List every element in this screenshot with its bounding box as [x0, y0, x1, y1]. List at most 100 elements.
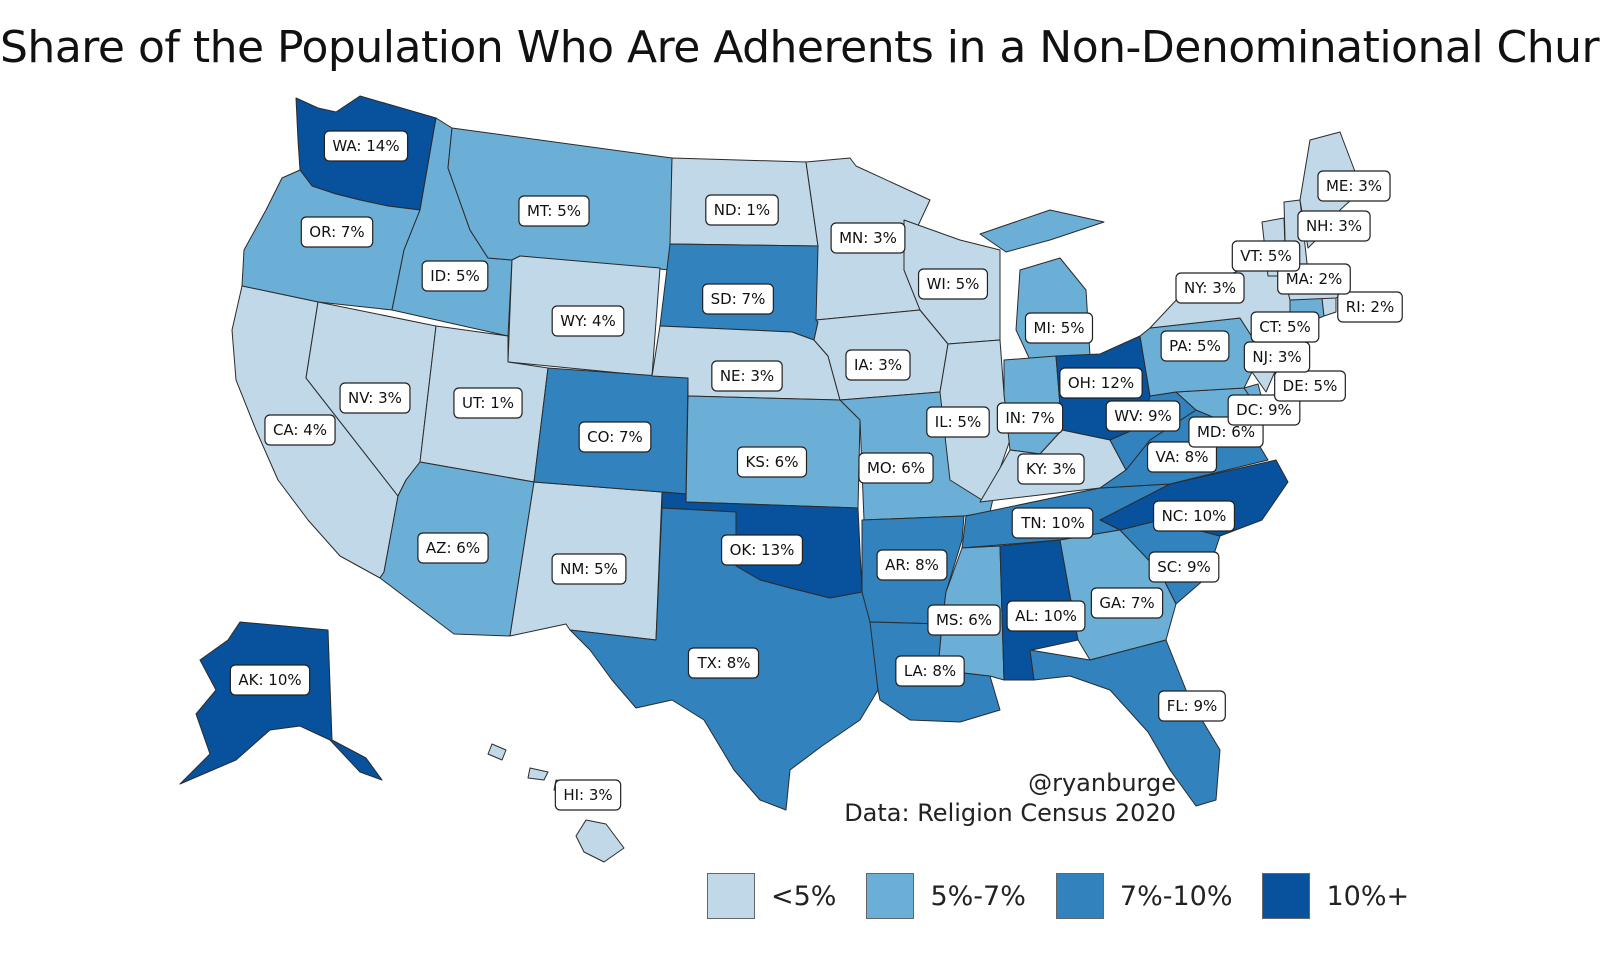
state-label-box-nh — [1297, 210, 1371, 242]
state-label-wa: WA: 14% — [323, 130, 409, 162]
state-label-box-mi — [1024, 312, 1094, 344]
state-label-nm: NM: 5% — [551, 553, 627, 585]
state-label-box-de — [1274, 370, 1346, 402]
state-label-text-fl: FL: 9% — [1167, 697, 1218, 715]
state-label-box-co — [578, 421, 652, 453]
state-label-al: AL: 10% — [1006, 600, 1086, 632]
legend-item-4: 10%+ — [1262, 873, 1409, 919]
state-label-box-me — [1317, 170, 1391, 202]
state-label-me: ME: 3% — [1317, 170, 1391, 202]
state-label-id: ID: 5% — [421, 260, 489, 292]
state-label-ok: OK: 13% — [720, 534, 804, 566]
legend-swatch-1 — [707, 873, 755, 919]
state-label-ga: GA: 7% — [1090, 587, 1164, 619]
state-label-box-la — [895, 655, 965, 687]
state-hi — [487, 743, 625, 863]
state-label-text-co: CO: 7% — [587, 428, 643, 446]
state-label-box-nd — [705, 194, 779, 226]
state-label-wv: WV: 9% — [1105, 400, 1181, 432]
state-label-box-ca — [264, 414, 336, 446]
state-label-sc: SC: 9% — [1148, 551, 1220, 583]
state-label-box-mo — [858, 452, 934, 484]
legend-label-1: <5% — [771, 880, 837, 912]
state-label-tn: TN: 10% — [1011, 507, 1094, 539]
state-label-box-dc — [1227, 394, 1301, 426]
state-label-nc: NC: 10% — [1152, 500, 1236, 532]
state-label-box-ri — [1337, 291, 1403, 323]
legend-swatch-3 — [1055, 873, 1104, 919]
state-label-text-nj: NJ: 3% — [1252, 348, 1301, 366]
state-label-wy: WY: 4% — [551, 305, 625, 337]
state-label-text-az: AZ: 6% — [426, 539, 480, 557]
state-label-box-ga — [1090, 587, 1164, 619]
state-label-nj: NJ: 3% — [1243, 341, 1311, 373]
state-label-text-il: IL: 5% — [935, 413, 981, 431]
state-label-box-wy — [551, 305, 625, 337]
state-label-text-ri: RI: 2% — [1346, 298, 1394, 316]
state-label-text-al: AL: 10% — [1015, 607, 1077, 625]
state-label-text-ga: GA: 7% — [1099, 594, 1154, 612]
state-label-box-mn — [830, 222, 906, 254]
state-label-text-va: VA: 8% — [1156, 448, 1209, 466]
state-label-text-de: DE: 5% — [1283, 377, 1338, 395]
state-label-text-mt: MT: 5% — [527, 202, 581, 220]
state-label-ny: NY: 3% — [1175, 272, 1245, 304]
state-label-box-nv — [339, 382, 411, 414]
state-label-box-ut — [453, 387, 523, 419]
state-label-nd: ND: 1% — [705, 194, 779, 226]
state-label-text-in: IN: 7% — [1005, 409, 1054, 427]
legend-label-4: 10%+ — [1326, 880, 1410, 912]
state-label-text-la: LA: 8% — [904, 662, 956, 680]
state-label-box-tn — [1011, 507, 1094, 539]
state-label-text-ks: KS: 6% — [746, 453, 799, 471]
credit-source: Data: Religion Census 2020 — [844, 799, 1176, 827]
state-label-text-sc: SC: 9% — [1157, 558, 1211, 576]
state-label-mn: MN: 3% — [830, 222, 906, 254]
state-label-nh: NH: 3% — [1297, 210, 1371, 242]
state-label-box-ma — [1277, 263, 1351, 295]
state-label-fl: FL: 9% — [1158, 690, 1226, 722]
state-label-box-ks — [736, 446, 808, 478]
state-label-box-in — [996, 402, 1064, 434]
state-label-box-va — [1146, 441, 1218, 473]
state-label-box-nm — [551, 553, 627, 585]
state-label-ar: AR: 8% — [876, 549, 948, 581]
state-label-box-sc — [1148, 551, 1220, 583]
state-label-in: IN: 7% — [996, 402, 1064, 434]
state-label-box-sd — [702, 283, 774, 315]
state-label-box-id — [421, 260, 489, 292]
state-label-box-nc — [1152, 500, 1236, 532]
state-label-mt: MT: 5% — [518, 195, 590, 227]
state-label-text-ms: MS: 6% — [936, 611, 992, 629]
state-label-ca: CA: 4% — [264, 414, 336, 446]
state-label-box-ok — [720, 534, 804, 566]
state-label-text-ct: CT: 5% — [1259, 318, 1311, 336]
state-label-text-vt: VT: 5% — [1240, 247, 1291, 265]
state-label-mo: MO: 6% — [858, 452, 934, 484]
state-label-box-fl — [1158, 690, 1226, 722]
state-label-text-me: ME: 3% — [1326, 177, 1382, 195]
state-label-text-nc: NC: 10% — [1162, 507, 1227, 525]
state-label-co: CO: 7% — [578, 421, 652, 453]
state-nc — [1099, 459, 1289, 537]
state-label-ut: UT: 1% — [453, 387, 523, 419]
state-label-text-tn: TN: 10% — [1020, 514, 1085, 532]
map-title: Share of the Population Who Are Adherent… — [0, 22, 1600, 73]
state-label-ky: KY: 3% — [1017, 453, 1085, 485]
state-label-text-ny: NY: 3% — [1184, 279, 1236, 297]
legend-label-3: 7%-10% — [1119, 880, 1233, 912]
state-label-box-il — [926, 406, 990, 438]
state-label-nv: NV: 3% — [339, 382, 411, 414]
state-label-box-wv — [1105, 400, 1181, 432]
legend-swatch-2 — [866, 873, 915, 919]
state-label-box-pa — [1160, 330, 1230, 362]
state-label-ia: IA: 3% — [845, 349, 911, 381]
state-label-az: AZ: 6% — [417, 532, 489, 564]
state-label-text-ak: AK: 10% — [238, 671, 301, 689]
state-label-oh: OH: 12% — [1059, 367, 1143, 399]
legend-item-2: 5%-7% — [866, 873, 1026, 919]
state-label-text-wy: WY: 4% — [560, 312, 616, 330]
state-label-text-wa: WA: 14% — [332, 137, 399, 155]
state-label-box-vt — [1231, 240, 1301, 272]
